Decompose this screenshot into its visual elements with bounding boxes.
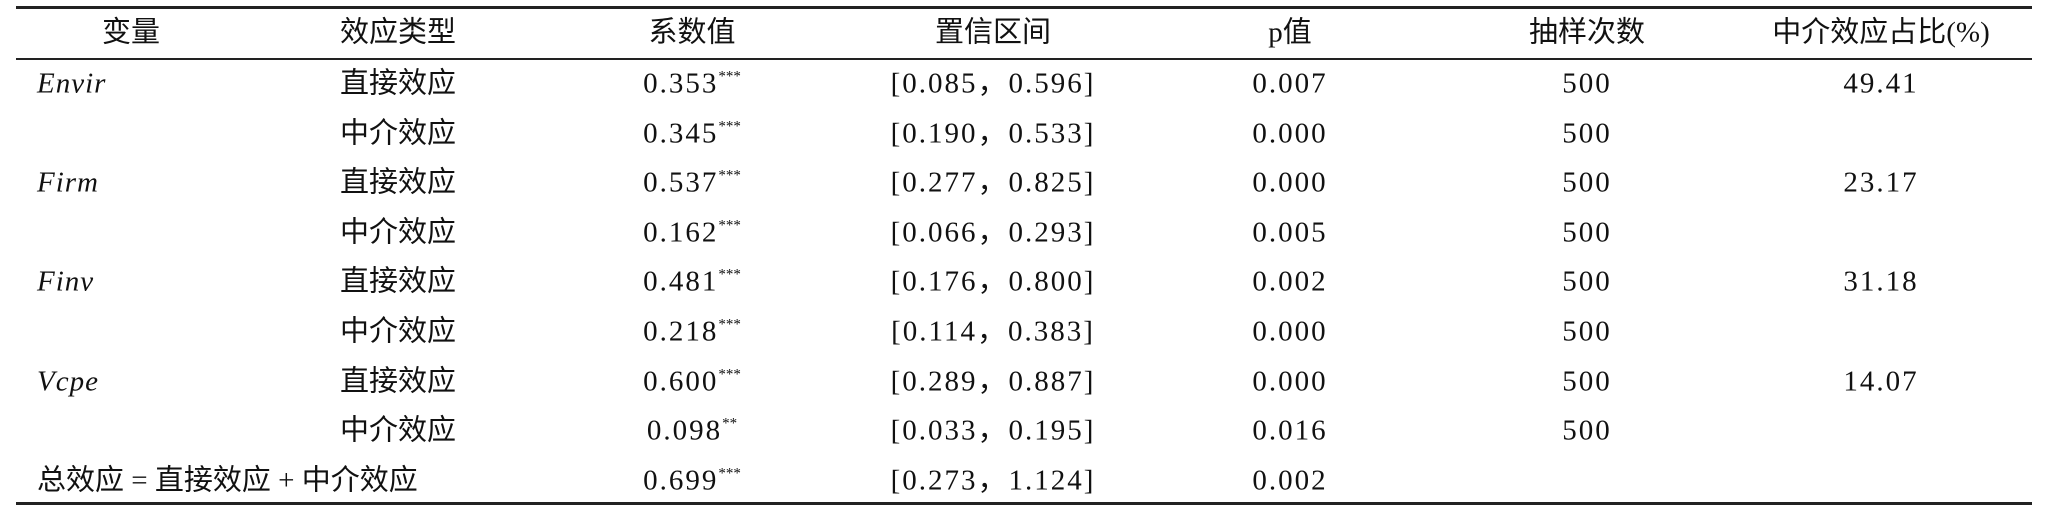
variable: Finv bbox=[37, 265, 95, 298]
variable: Vcpe bbox=[37, 365, 99, 398]
coefficient: 0.162*** bbox=[643, 218, 741, 247]
column-header: 抽样次数 bbox=[1528, 16, 1646, 49]
ci: [0.066，0.293] bbox=[890, 216, 1096, 249]
ci: [0.273，1.124] bbox=[890, 464, 1096, 497]
p: 0.002 bbox=[1252, 265, 1328, 298]
column-header: 效应类型 bbox=[339, 16, 457, 49]
ci: [0.277，0.825] bbox=[890, 166, 1096, 199]
column-header: 置信区间 bbox=[934, 16, 1052, 49]
effect-type: 直接效应 bbox=[339, 67, 457, 100]
samples: 500 bbox=[1562, 265, 1612, 298]
coefficient: 0.600*** bbox=[643, 367, 741, 396]
samples: 500 bbox=[1562, 216, 1612, 249]
column-header: 系数值 bbox=[648, 16, 736, 49]
coef-value: 0.353 bbox=[643, 67, 719, 100]
significance: *** bbox=[718, 366, 741, 383]
significance: *** bbox=[718, 316, 741, 333]
coef-value: 0.098 bbox=[646, 414, 723, 447]
samples: 500 bbox=[1562, 67, 1612, 100]
effect-type: 中介效应 bbox=[339, 117, 457, 150]
column-header: 变量 bbox=[101, 16, 161, 49]
p: 0.005 bbox=[1252, 216, 1328, 249]
coefficient: 0.345*** bbox=[643, 119, 741, 148]
ci: [0.289，0.887] bbox=[890, 365, 1096, 398]
row-label: 总效应 = 直接效应 + 中介效应 bbox=[37, 464, 418, 497]
ci: [0.085，0.596] bbox=[890, 67, 1096, 100]
samples: 500 bbox=[1562, 166, 1612, 199]
significance: *** bbox=[718, 217, 741, 234]
share: 14.07 bbox=[1843, 365, 1919, 398]
ci: [0.033，0.195] bbox=[890, 414, 1096, 447]
effect-type: 直接效应 bbox=[339, 365, 457, 398]
effect-type: 直接效应 bbox=[339, 166, 457, 199]
coefficient: 0.218*** bbox=[643, 315, 741, 348]
header-rule bbox=[16, 58, 2032, 60]
significance: *** bbox=[718, 266, 741, 283]
significance: ** bbox=[722, 415, 738, 432]
samples: 500 bbox=[1562, 315, 1612, 348]
column-header: p值 bbox=[1268, 16, 1312, 49]
share: 23.17 bbox=[1843, 166, 1919, 199]
significance: *** bbox=[718, 118, 741, 135]
coefficient: 0.353*** bbox=[643, 67, 741, 100]
ci: [0.190，0.533] bbox=[890, 117, 1096, 150]
coefficient: 0.537*** bbox=[643, 166, 741, 199]
effect-type: 中介效应 bbox=[339, 414, 457, 447]
significance: *** bbox=[718, 68, 741, 85]
p: 0.002 bbox=[1252, 464, 1328, 497]
p: 0.000 bbox=[1252, 365, 1328, 398]
significance: *** bbox=[718, 465, 741, 482]
ci: [0.114，0.383] bbox=[891, 315, 1095, 348]
bottom-rule bbox=[16, 502, 2032, 505]
coef-value: 0.537 bbox=[643, 166, 719, 199]
variable: Firm bbox=[37, 166, 99, 199]
coefficient: 0.481*** bbox=[643, 265, 741, 298]
effect-type: 直接效应 bbox=[339, 265, 457, 298]
ci: [0.176，0.800] bbox=[890, 265, 1096, 298]
coef-value: 0.481 bbox=[643, 265, 719, 298]
samples: 500 bbox=[1562, 365, 1612, 398]
share: 31.18 bbox=[1843, 265, 1919, 298]
coef-value: 0.218 bbox=[643, 315, 719, 348]
coef-value: 0.600 bbox=[643, 365, 719, 398]
p: 0.000 bbox=[1252, 166, 1328, 199]
effect-type: 中介效应 bbox=[339, 315, 457, 348]
top-rule bbox=[16, 6, 2032, 9]
variable: Envir bbox=[37, 67, 107, 100]
p: 0.016 bbox=[1252, 414, 1328, 447]
significance: *** bbox=[718, 167, 741, 184]
p: 0.000 bbox=[1252, 117, 1328, 150]
coef-value: 0.162 bbox=[643, 216, 719, 249]
p: 0.000 bbox=[1252, 315, 1328, 348]
coef-value: 0.345 bbox=[643, 117, 719, 150]
coef-value: 0.699 bbox=[643, 464, 719, 497]
coefficient: 0.699*** bbox=[643, 466, 741, 495]
p: 0.007 bbox=[1252, 67, 1328, 100]
coefficient: 0.098** bbox=[646, 414, 738, 447]
samples: 500 bbox=[1562, 414, 1612, 447]
effect-type: 中介效应 bbox=[339, 216, 457, 249]
column-header: 中介效应占比(%) bbox=[1772, 16, 1990, 49]
samples: 500 bbox=[1562, 117, 1612, 150]
share: 49.41 bbox=[1843, 67, 1919, 100]
